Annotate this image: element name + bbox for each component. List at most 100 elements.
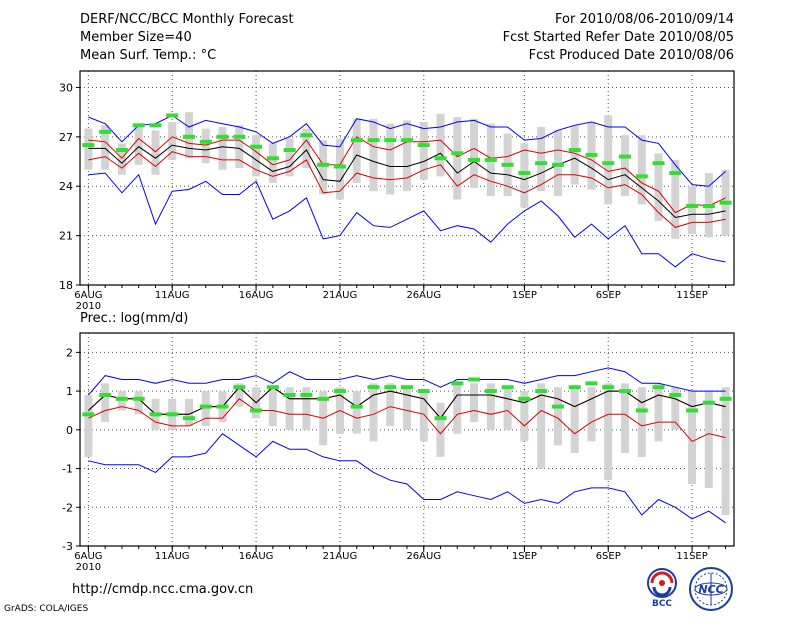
temperature-range-bar	[168, 122, 177, 160]
precipitation-range-bar	[235, 383, 244, 407]
precipitation-title: Prec.: log(mm/d)	[80, 311, 188, 326]
temperature-observed-marker	[283, 148, 296, 153]
temperature-observed-marker	[266, 156, 279, 161]
temperature-observed-marker	[417, 143, 430, 148]
temperature-ytick-label: 30	[59, 81, 73, 94]
precipitation-observed-marker	[401, 385, 413, 390]
precipitation-range-bar	[470, 383, 479, 423]
precipitation-range-bar	[503, 387, 512, 430]
precipitation-range-bar	[604, 383, 613, 481]
precipitation-range-bar	[671, 387, 680, 430]
precipitation-observed-marker	[652, 385, 665, 390]
precipitation-spread-lower-line	[88, 398, 726, 443]
precipitation-xtick-sublabel: 2010	[76, 562, 101, 573]
precipitation-ytick-label: -2	[62, 501, 73, 514]
temperature-range-bar	[134, 123, 143, 165]
temperature-observed-marker	[551, 162, 564, 167]
temperature-range-bar	[637, 135, 646, 205]
temperature-range-bar	[520, 143, 529, 208]
temperature-range-bar	[403, 120, 411, 192]
temperature-range-bar	[252, 135, 261, 177]
temperature-observed-marker	[384, 138, 397, 143]
temperature-observed-marker	[702, 203, 715, 208]
temperature-xtick-label: 16AUG	[239, 290, 274, 301]
precipitation-observed-marker	[501, 385, 514, 390]
precipitation-range-bar	[621, 383, 629, 454]
precipitation-range-bar	[688, 391, 697, 485]
temperature-observed-marker	[250, 144, 263, 149]
temperature-range-bar	[218, 126, 227, 170]
temperature-range-bar	[436, 113, 445, 177]
temperature-xtick-label: 21AUG	[323, 290, 358, 301]
fcst-started-label: Fcst Started Refer Date 2010/08/05	[502, 30, 734, 45]
bcc-logo-text: BCC	[652, 599, 672, 608]
precipitation-range-bar	[84, 394, 93, 457]
temperature-observed-marker	[602, 161, 615, 166]
temperature-range-bar	[654, 153, 663, 221]
precipitation-range-bar	[453, 383, 462, 434]
precipitation-observed-marker	[468, 377, 481, 382]
forecast-period-label: For 2010/08/06-2010/09/14	[555, 12, 734, 27]
precipitation-plot-frame	[79, 332, 735, 547]
temperature-ytick-label: 27	[59, 131, 73, 144]
temperature-xtick-label: 11AUG	[155, 290, 190, 301]
temperature-observed-marker	[535, 161, 548, 166]
temperature-observed-marker	[619, 154, 631, 159]
precipitation-xtick-label: 11AUG	[155, 551, 190, 562]
precipitation-observed-marker	[350, 404, 363, 409]
precipitation-observed-marker	[250, 408, 263, 413]
temperature-ytick-label: 24	[59, 180, 73, 193]
temperature-xtick-label: 6AUG	[74, 290, 102, 301]
precipitation-range-bar	[436, 402, 445, 457]
temperature-observed-marker	[333, 164, 346, 169]
precipitation-observed-marker	[266, 385, 279, 390]
temperature-observed-marker	[216, 134, 229, 139]
temperature-observed-marker	[233, 134, 246, 139]
precipitation-min-line	[88, 433, 726, 524]
temperature-observed-marker	[518, 171, 531, 176]
precipitation-observed-marker	[99, 392, 112, 397]
precipitation-range-bar	[419, 391, 428, 442]
precipitation-ytick-label: 0	[66, 424, 73, 437]
precipitation-xtick-label: 6AUG	[74, 551, 102, 562]
precipitation-ytick-label: -1	[62, 463, 73, 476]
temperature-observed-marker	[115, 148, 128, 153]
precipitation-range-bar	[637, 387, 646, 457]
precipitation-observed-marker	[367, 385, 380, 390]
precipitation-observed-marker	[484, 389, 497, 394]
temperature-range-bar	[453, 117, 462, 200]
temperature-range-bar	[151, 130, 160, 175]
temperature-spread-lower-line	[88, 151, 726, 228]
precipitation-xtick-label: 21AUG	[323, 551, 358, 562]
temperature-observed-marker	[300, 133, 313, 138]
precipitation-range-bar	[285, 387, 294, 430]
temperature-range-bar	[268, 143, 277, 183]
precipitation-range-bar	[537, 383, 546, 469]
temperature-range-bar	[235, 125, 244, 169]
variable-label: Mean Surf. Temp.: °C	[80, 48, 217, 63]
temperature-observed-marker	[317, 162, 330, 167]
temperature-range-bar	[285, 138, 294, 177]
precipitation-observed-marker	[149, 412, 162, 417]
temperature-xtick-label: 6SEP	[596, 290, 621, 301]
temperature-observed-marker	[686, 203, 699, 208]
precipitation-range-bar	[520, 391, 529, 442]
precipitation-observed-marker	[300, 392, 313, 397]
precipitation-range-bar	[185, 398, 193, 426]
precipitation-range-bar	[570, 387, 579, 454]
precipitation-observed-marker	[115, 396, 128, 401]
precipitation-observed-marker	[317, 396, 330, 401]
temperature-mean-line	[88, 144, 726, 219]
precipitation-range-bar	[352, 391, 361, 434]
temperature-range-bar	[302, 128, 311, 169]
precipitation-range-bar	[486, 383, 495, 430]
precipitation-observed-marker	[233, 385, 246, 390]
precipitation-observed-marker	[568, 385, 581, 390]
temperature-observed-marker	[568, 148, 581, 153]
temperature-xtick-label: 26AUG	[406, 290, 441, 301]
source-url-link[interactable]: http://cmdp.ncc.cma.gov.cn	[72, 582, 254, 597]
precipitation-observed-marker	[535, 389, 548, 394]
temperature-ytick-label: 18	[59, 279, 73, 292]
temperature-observed-marker	[468, 157, 481, 162]
